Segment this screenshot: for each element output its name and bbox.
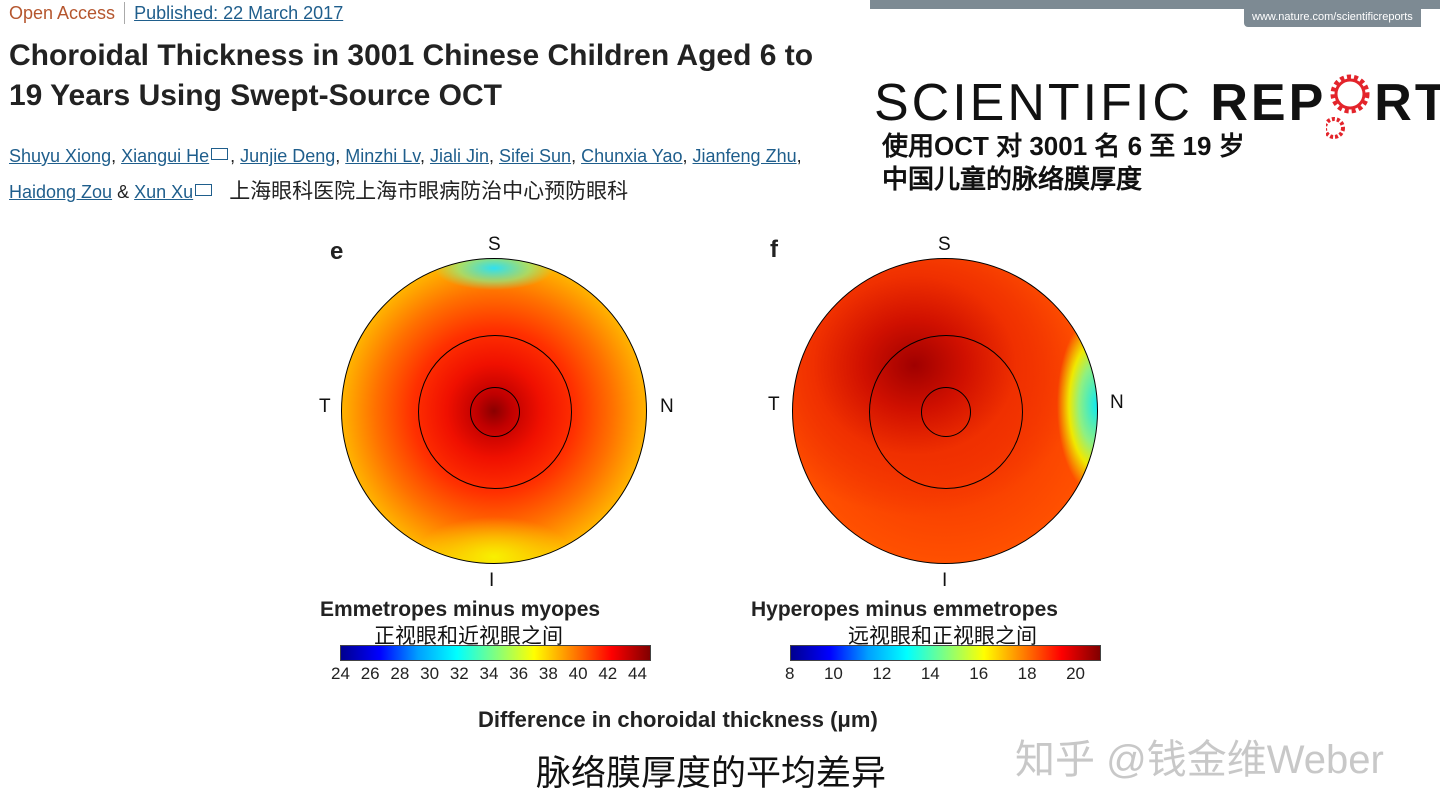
caption-cn: 脉络膜厚度的平均差异 xyxy=(536,754,887,793)
mail-icon[interactable] xyxy=(195,184,213,196)
title-cn-line: 中国儿童的脉络膜厚度 xyxy=(882,164,1143,194)
author-link[interactable]: Sifei Sun xyxy=(499,146,572,166)
direction-i: I xyxy=(942,570,948,591)
direction-i: I xyxy=(489,570,495,591)
panel-subtitle-cn: 正视眼和近视眼之间 xyxy=(374,625,563,648)
panel-letter: f xyxy=(770,236,778,263)
panel-subtitle: Emmetropes minus myopes xyxy=(320,598,601,621)
watermark: 知乎 @钱金维Weber xyxy=(1015,738,1384,782)
inner-ring xyxy=(470,387,520,437)
tick-label: 44 xyxy=(628,664,647,683)
tick-label: 42 xyxy=(598,664,618,683)
and-text: & xyxy=(117,182,130,202)
affiliation-cn: 上海眼科医院上海市眼病防治中心预防眼科 xyxy=(229,180,629,203)
colorbar-ticks-e: 24 26 28 30 32 34 36 38 40 42 44 xyxy=(331,664,647,684)
tick-label: 38 xyxy=(538,664,558,683)
panel-subtitle-cn: 远视眼和正视眼之间 xyxy=(848,625,1037,648)
tick-label: 34 xyxy=(479,664,499,683)
direction-s: S xyxy=(938,234,951,255)
tick-label: 10 xyxy=(823,664,843,683)
author-link[interactable]: Haidong Zou xyxy=(9,182,113,202)
author-link[interactable]: Junjie Deng xyxy=(240,146,336,166)
journal-logo: SCIENTIFIC REP RTS xyxy=(874,68,1440,146)
panel-subtitle: Hyperopes minus emmetropes xyxy=(751,598,1058,621)
tick-label: 40 xyxy=(568,664,588,683)
author-link[interactable]: Jiali Jin xyxy=(429,146,489,166)
colorbar-f xyxy=(790,645,1101,661)
direction-n: N xyxy=(660,396,674,417)
journal-title-cn: 使用OCT 对 3001 名 6 至 19 岁 中国儿童的脉络膜厚度 xyxy=(882,130,1245,196)
author-link[interactable]: Chunxia Yao xyxy=(581,146,683,166)
choroid-map-f xyxy=(792,258,1098,564)
colorbar-e xyxy=(340,645,651,661)
article-meta: Open Access Published: 22 March 2017 xyxy=(9,2,343,24)
author-list: Shuyu Xiong, Xiangui He, Junjie Deng, Mi… xyxy=(9,146,802,203)
article-title: Choroidal Thickness in 3001 Chinese Chil… xyxy=(9,39,814,112)
panel-letter: e xyxy=(330,238,344,265)
journal-url[interactable]: www.nature.com/scientificreports xyxy=(1244,9,1421,27)
gear-icon xyxy=(1323,74,1370,139)
colorbar-ticks-f: 8 10 12 14 16 18 20 xyxy=(785,664,1085,684)
author-link[interactable]: Jianfeng Zhu xyxy=(692,146,797,166)
tick-label: 32 xyxy=(449,664,469,683)
logo-text-3: RTS xyxy=(1374,74,1440,132)
author-link[interactable]: Xiangui He xyxy=(121,146,210,166)
figure-xlabel: Difference in choroidal thickness (μm) xyxy=(478,707,878,732)
divider xyxy=(124,2,126,24)
author-link[interactable]: Xun Xu xyxy=(134,182,194,202)
direction-s: S xyxy=(488,234,501,255)
title-cn-line: 使用OCT 对 3001 名 6 至 19 岁 xyxy=(882,131,1245,161)
tick-label: 36 xyxy=(509,664,529,683)
direction-n: N xyxy=(1110,392,1124,413)
tick-label: 18 xyxy=(1017,664,1037,683)
middle-ring xyxy=(418,335,572,489)
middle-ring xyxy=(869,335,1023,489)
tick-label: 16 xyxy=(969,664,989,683)
direction-t: T xyxy=(768,394,780,415)
tick-label: 24 xyxy=(331,664,350,683)
published-date-link[interactable]: Published: 22 March 2017 xyxy=(134,2,344,23)
tick-label: 30 xyxy=(420,664,440,683)
journal-top-bar xyxy=(870,0,1440,9)
tick-label: 14 xyxy=(920,664,940,683)
mail-icon[interactable] xyxy=(211,148,229,160)
tick-label: 12 xyxy=(872,664,892,683)
tick-label: 20 xyxy=(1066,664,1085,683)
author-link[interactable]: Shuyu Xiong xyxy=(9,146,112,166)
direction-t: T xyxy=(319,396,331,417)
choroid-map-e xyxy=(341,258,647,564)
author-link[interactable]: Minzhi Lv xyxy=(345,146,420,166)
open-access-label: Open Access xyxy=(9,2,116,23)
tick-label: 26 xyxy=(360,664,380,683)
inner-ring xyxy=(921,387,971,437)
tick-label: 8 xyxy=(785,664,795,683)
tick-label: 28 xyxy=(390,664,410,683)
logo-text-1: SCIENTIFIC xyxy=(874,74,1193,132)
logo-text-2: REP xyxy=(1210,74,1327,132)
